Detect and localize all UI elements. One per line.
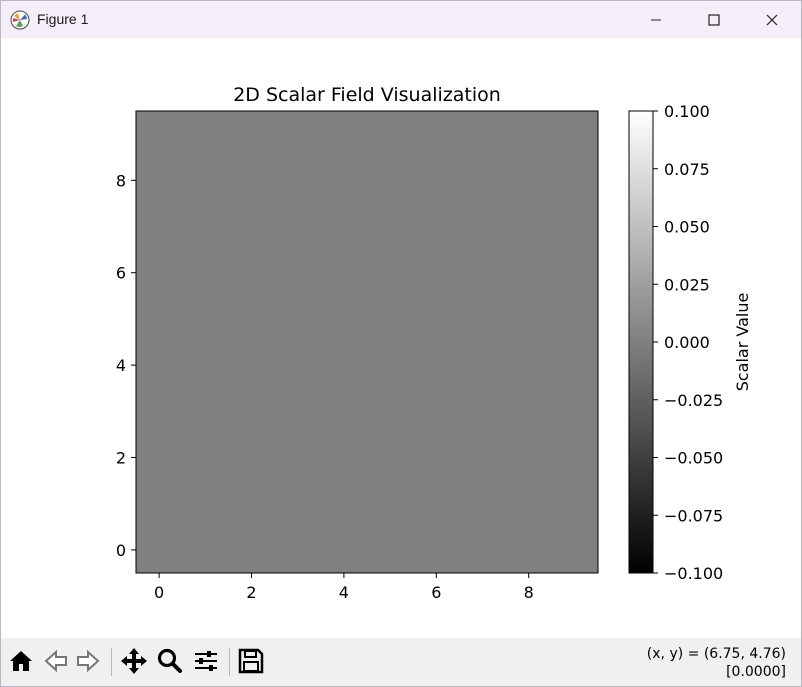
chart-title: 2D Scalar Field Visualization [233,84,501,106]
maximize-button[interactable] [685,1,743,38]
y-tick-label: 6 [116,264,126,283]
home-button[interactable] [6,646,36,676]
window-title: Figure 1 [37,11,89,27]
toolbar-separator [111,648,112,676]
y-tick-label: 0 [116,541,126,560]
colorbar-tick-label: 0.100 [664,102,710,121]
colorbar-tick-label: 0.075 [664,160,710,179]
back-icon [44,649,67,673]
close-icon [766,14,778,25]
colorbar-tick-label: −0.025 [664,391,723,410]
colorbar-tick-label: 0.050 [664,218,710,237]
save-button[interactable] [236,646,266,676]
x-tick-label: 2 [246,583,256,602]
title-bar: Figure 1 [1,1,801,38]
minimize-button[interactable] [627,1,685,38]
home-icon [10,651,32,671]
x-tick-label: 6 [431,583,441,602]
cursor-coordinates: (x, y) = (6.75, 4.76) [0.0000] [647,645,786,681]
configure-subplots-button[interactable] [191,646,221,676]
navigation-toolbar: (x, y) = (6.75, 4.76) [0.0000] [1,638,801,686]
coords-value: [0.0000] [726,664,786,680]
colorbar-tick-label: −0.100 [664,564,723,583]
y-tick-label: 8 [116,171,126,190]
colorbar-tick-label: −0.050 [664,449,723,468]
close-button[interactable] [743,1,801,38]
colorbar-tick-label: −0.075 [664,506,723,525]
x-tick-label: 0 [154,583,164,602]
back-button[interactable] [41,646,71,676]
coords-position: (x, y) = (6.75, 4.76) [646,646,786,662]
pan-button[interactable] [119,646,149,676]
colorbar-tick-label: 0.025 [664,275,710,294]
figure-canvas[interactable]: 2D Scalar Field Visualization 0 2 4 6 8 0 2 4 6… [1,38,801,638]
scalar-field-chart: 2D Scalar Field Visualization 0 2 4 6 8 0 2 4 6… [116,84,752,602]
toolbar-separator [229,648,230,676]
y-tick-label: 2 [116,449,126,468]
zoom-icon [157,648,182,673]
colorbar [628,110,654,574]
y-tick-label: 4 [116,356,126,375]
heatmap-image [135,110,599,574]
colorbar-tick-label: 0.000 [664,333,710,352]
zoom-button[interactable] [155,646,185,676]
forward-button[interactable] [73,646,103,676]
x-tick-label: 8 [524,583,534,602]
x-tick-label: 4 [339,583,349,602]
matplotlib-app-icon [10,10,30,30]
minimize-icon [651,19,661,20]
forward-icon [77,649,100,673]
configure-subplots-icon [195,651,217,671]
pan-icon [121,648,147,674]
colorbar-label: Scalar Value [733,293,752,392]
save-icon [238,648,264,674]
maximize-icon [708,13,720,26]
